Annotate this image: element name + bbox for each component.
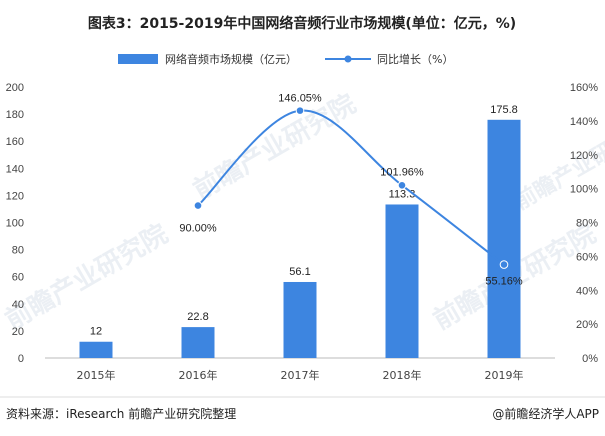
y-left-tick-label: 140 — [6, 163, 24, 175]
bar-value-label: 56.1 — [289, 266, 310, 278]
y-left-axis: 0 20 40 60 80 100 120 140 160 180 200 — [6, 82, 24, 365]
bar — [385, 204, 419, 358]
y-left-tick-label: 60 — [12, 272, 24, 284]
y-right-tick-label: 80% — [576, 218, 598, 230]
y-right-tick-label: 140% — [570, 116, 598, 128]
footer-credit: @前瞻经济学人APP — [492, 406, 599, 421]
y-right-axis: 0% 20% 40% 60% 80% 100% 120% 140% 160% — [570, 82, 598, 365]
y-left-tick-label: 0 — [18, 353, 24, 365]
y-left-tick-label: 40 — [12, 299, 24, 311]
y-right-tick-label: 0% — [582, 353, 598, 365]
x-tick-label: 2019年 — [485, 368, 524, 382]
bar — [487, 119, 521, 358]
y-right-tick-label: 60% — [576, 251, 598, 263]
watermark-text: 前瞻产业研究院 — [0, 218, 173, 336]
x-tick-label: 2015年 — [77, 368, 116, 382]
legend-line-marker — [344, 55, 352, 63]
y-left-tick-label: 200 — [6, 82, 24, 94]
legend: 网络音频市场规模（亿元） 同比增长（%） — [118, 52, 453, 66]
y-right-tick-label: 100% — [570, 184, 598, 196]
y-right-tick-label: 20% — [576, 319, 598, 331]
y-left-tick-label: 100 — [6, 218, 24, 230]
growth-line — [197, 109, 505, 266]
y-left-tick-label: 20 — [12, 326, 24, 338]
y-left-tick-label: 80 — [12, 245, 24, 257]
growth-point — [295, 106, 305, 115]
growth-point — [193, 201, 203, 210]
chart-title: 图表3：2015-2019年中国网络音频行业市场规模(单位：亿元，%) — [88, 15, 516, 32]
x-tick-label: 2018年 — [383, 368, 422, 382]
growth-value-label: 55.16% — [485, 276, 523, 288]
legend-bar-swatch — [118, 54, 158, 64]
bar-value-label: 175.8 — [490, 104, 518, 116]
growth-point — [397, 181, 407, 190]
x-tick-label: 2016年 — [179, 368, 218, 382]
bar — [283, 281, 317, 358]
growth-value-label: 101.96% — [380, 166, 424, 178]
growth-line-series: 90.00% 146.05% 101.96% 55.16% — [179, 93, 523, 288]
bar-value-label: 113.3 — [389, 188, 416, 200]
growth-point — [499, 260, 509, 269]
legend-bar-label: 网络音频市场规模（亿元） — [165, 52, 297, 66]
bar — [181, 327, 215, 358]
y-right-tick-label: 40% — [576, 285, 598, 297]
bar-value-label: 12 — [90, 326, 102, 338]
legend-line-label: 同比增长（%） — [377, 52, 453, 66]
y-right-tick-label: 160% — [570, 82, 598, 94]
growth-value-label: 90.00% — [179, 223, 217, 235]
y-left-tick-label: 160 — [6, 136, 24, 148]
y-left-tick-label: 120 — [6, 190, 24, 202]
growth-value-label: 146.05% — [278, 93, 322, 105]
footer-source: 资料来源：iResearch 前瞻产业研究院整理 — [6, 406, 236, 421]
x-axis: 2015年 2016年 2017年 2018年 2019年 — [45, 357, 555, 382]
bar-value-label: 22.8 — [187, 311, 208, 323]
x-tick-label: 2017年 — [281, 368, 320, 382]
y-left-tick-label: 180 — [6, 109, 24, 121]
y-right-tick-label: 120% — [570, 150, 598, 162]
bar — [79, 341, 113, 358]
watermark-text: 前瞻产业研究院 — [510, 116, 605, 216]
